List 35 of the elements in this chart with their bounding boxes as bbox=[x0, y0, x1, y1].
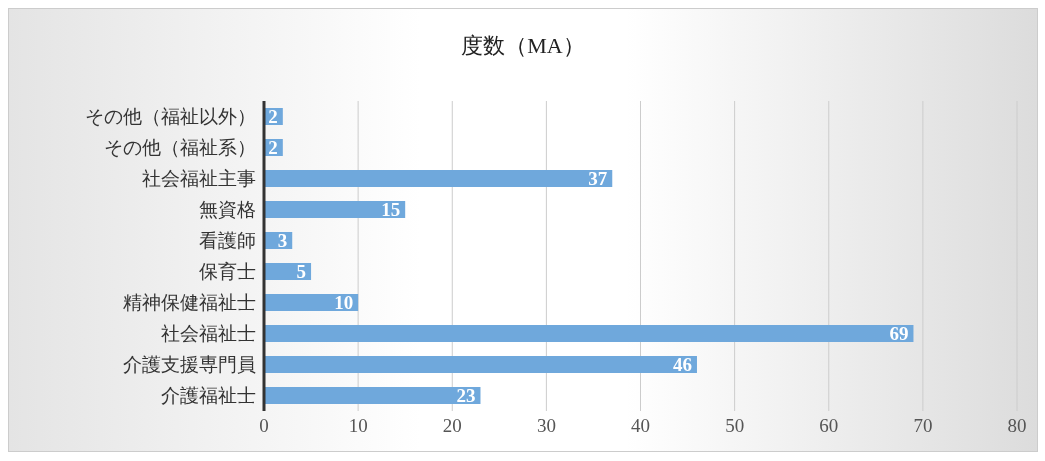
x-tick-label: 80 bbox=[1007, 415, 1027, 437]
y-tick-label: 社会福祉主事 bbox=[142, 168, 256, 190]
x-tick-label: 60 bbox=[819, 415, 839, 437]
x-tick-label: 50 bbox=[725, 415, 745, 437]
chart-title: 度数（MA） bbox=[460, 32, 586, 60]
y-tick-label: 看護師 bbox=[199, 230, 256, 252]
y-tick-label: 保育士 bbox=[199, 261, 256, 283]
x-tick-label: 20 bbox=[442, 415, 462, 437]
bar bbox=[264, 356, 697, 373]
x-tick-label: 70 bbox=[913, 415, 933, 437]
data-label: 15 bbox=[381, 199, 401, 221]
data-label: 2 bbox=[268, 106, 278, 128]
data-label: 3 bbox=[277, 230, 288, 252]
y-tick-label: その他（福祉系） bbox=[104, 137, 256, 159]
data-label: 2 bbox=[268, 137, 278, 159]
x-tick-label: 0 bbox=[259, 415, 269, 437]
data-label: 5 bbox=[296, 261, 307, 283]
y-tick-label: 精神保健福祉士 bbox=[123, 292, 256, 314]
bar bbox=[264, 387, 481, 404]
y-tick-label: 介護福祉士 bbox=[161, 385, 256, 407]
data-label: 23 bbox=[456, 385, 476, 407]
y-tick-label: その他（福祉以外） bbox=[85, 106, 256, 128]
data-label: 10 bbox=[334, 292, 354, 314]
data-label: 46 bbox=[672, 354, 692, 376]
y-tick-label: 無資格 bbox=[199, 199, 256, 221]
bar bbox=[264, 170, 613, 187]
x-tick-label: 10 bbox=[348, 415, 368, 437]
x-tick-label: 40 bbox=[631, 415, 650, 437]
bar bbox=[264, 201, 406, 218]
bar bbox=[264, 325, 914, 342]
y-tick-label: 社会福祉士 bbox=[161, 323, 256, 345]
y-tick-label: 介護支援専門員 bbox=[123, 354, 256, 376]
data-label: 69 bbox=[889, 323, 909, 345]
x-tick-label: 30 bbox=[536, 415, 556, 437]
data-label: 37 bbox=[588, 168, 608, 190]
